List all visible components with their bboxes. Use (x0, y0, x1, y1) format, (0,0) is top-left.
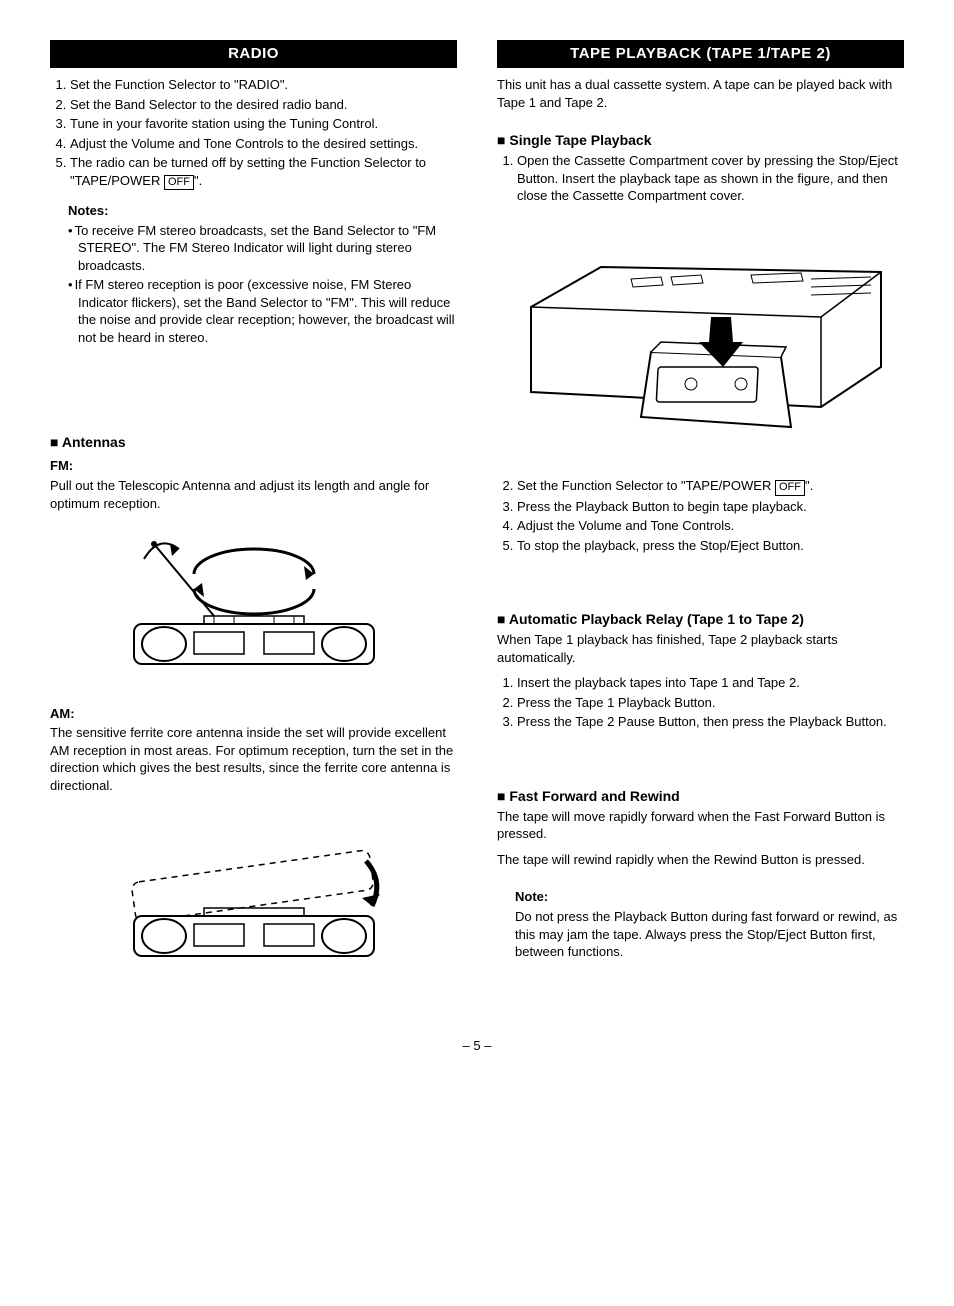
notes-title: Notes: (68, 202, 457, 220)
radio-header: RADIO (50, 40, 457, 68)
step-tail: ". (805, 478, 813, 493)
ff-text-1: The tape will move rapidly forward when … (497, 808, 904, 843)
step-tail: ". (194, 173, 202, 188)
am-label: AM: (50, 705, 457, 723)
list-item: Set the Function Selector to "RADIO". (70, 76, 457, 94)
list-item: The radio can be turned off by setting t… (70, 154, 457, 190)
single-playback-steps-2: Set the Function Selector to "TAPE/POWER… (497, 477, 904, 554)
single-playback-steps-1: Open the Cassette Compartment cover by p… (497, 152, 904, 205)
step-text: The radio can be turned off by setting t… (70, 155, 426, 188)
tape-intro: This unit has a dual cassette system. A … (497, 76, 904, 111)
ff-text-2: The tape will rewind rapidly when the Re… (497, 851, 904, 869)
auto-relay-heading: Automatic Playback Relay (Tape 1 to Tape… (497, 610, 904, 629)
auto-relay-intro: When Tape 1 playback has finished, Tape … (497, 631, 904, 666)
page-number: – 5 – (50, 1037, 904, 1055)
list-item: Adjust the Volume and Tone Controls to t… (70, 135, 457, 153)
list-item: Tune in your favorite station using the … (70, 115, 457, 133)
left-column: RADIO Set the Function Selector to "RADI… (50, 40, 457, 997)
note-item: If FM stereo reception is poor (excessiv… (68, 276, 457, 346)
note-item: To receive FM stereo broadcasts, set the… (68, 222, 457, 275)
cassette-insert-figure (497, 217, 904, 462)
right-column: TAPE PLAYBACK (TAPE 1/TAPE 2) This unit … (497, 40, 904, 997)
fm-text: Pull out the Telescopic Antenna and adju… (50, 477, 457, 512)
am-rotation-figure (50, 806, 457, 981)
list-item: Open the Cassette Compartment cover by p… (517, 152, 904, 205)
list-item: To stop the playback, press the Stop/Eje… (517, 537, 904, 555)
ff-rewind-heading: Fast Forward and Rewind (497, 787, 904, 806)
radio-steps: Set the Function Selector to "RADIO". Se… (50, 76, 457, 190)
note-title: Note: (515, 888, 904, 906)
auto-relay-steps: Insert the playback tapes into Tape 1 an… (497, 674, 904, 731)
fm-label: FM: (50, 457, 457, 475)
tape-header: TAPE PLAYBACK (TAPE 1/TAPE 2) (497, 40, 904, 68)
radio-notes: Notes: To receive FM stereo broadcasts, … (68, 202, 457, 346)
list-item: Adjust the Volume and Tone Controls. (517, 517, 904, 535)
list-item: Set the Function Selector to "TAPE/POWER… (517, 477, 904, 495)
note-text: Do not press the Playback Button during … (515, 908, 904, 961)
list-item: Press the Playback Button to begin tape … (517, 498, 904, 516)
off-box: OFF (775, 480, 805, 495)
antennas-heading: Antennas (50, 433, 457, 452)
step-text: Set the Function Selector to "TAPE/POWER (517, 478, 775, 493)
single-playback-heading: Single Tape Playback (497, 131, 904, 150)
ff-note: Note: Do not press the Playback Button d… (515, 888, 904, 960)
list-item: Press the Tape 1 Playback Button. (517, 694, 904, 712)
list-item: Set the Band Selector to the desired rad… (70, 96, 457, 114)
list-item: Insert the playback tapes into Tape 1 an… (517, 674, 904, 692)
am-text: The sensitive ferrite core antenna insid… (50, 724, 457, 794)
fm-antenna-figure (50, 524, 457, 689)
off-box: OFF (164, 175, 194, 190)
list-item: Press the Tape 2 Pause Button, then pres… (517, 713, 904, 731)
